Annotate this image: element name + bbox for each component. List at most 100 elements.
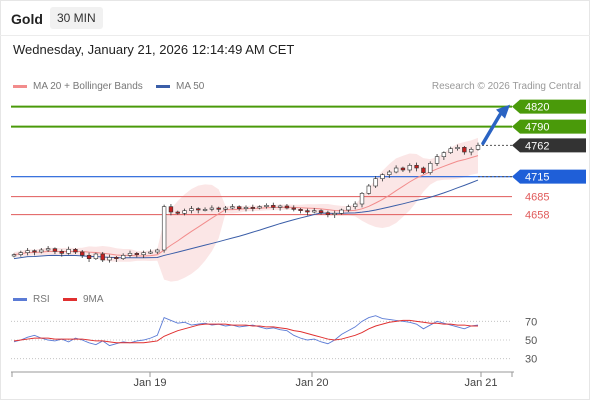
candle-body xyxy=(230,206,235,209)
candle-body xyxy=(359,193,365,205)
resistance-1-badge-label: 4820 xyxy=(525,102,549,114)
rsi-legend-label: RSI xyxy=(33,294,50,305)
candle-body xyxy=(93,253,99,259)
current-price-badge xyxy=(512,138,586,153)
candle-body xyxy=(80,251,85,256)
candle-body xyxy=(339,209,344,214)
candle-body xyxy=(455,147,460,149)
candle-body xyxy=(305,210,310,213)
candle-body xyxy=(39,249,44,253)
legend-ma20: MA 20 + Bollinger Bands xyxy=(13,81,143,92)
candle-body xyxy=(155,249,160,253)
candle-body xyxy=(114,257,119,259)
candle-body xyxy=(141,252,146,255)
candle-body xyxy=(209,207,215,210)
candle-body xyxy=(161,206,167,251)
support-1-label: 4685 xyxy=(525,192,549,204)
rsi-swatch xyxy=(13,298,27,301)
resistance-1-badge xyxy=(512,99,586,114)
candle-body xyxy=(312,210,317,213)
x-tick-label: Jan 21 xyxy=(464,377,497,389)
datetime-label: Wednesday, January 21, 2026 12:14:49 AM … xyxy=(13,42,295,57)
timeframe-badge[interactable]: 30 MIN xyxy=(50,7,103,29)
pivot-badge xyxy=(512,169,586,184)
candle-body xyxy=(11,254,17,257)
current-price-badge-label: 4762 xyxy=(525,140,549,152)
candle-body xyxy=(428,163,433,173)
candle-body xyxy=(346,206,351,211)
candle-body xyxy=(202,209,208,211)
candle-body xyxy=(393,167,399,173)
candle-body xyxy=(284,205,290,209)
rsi-tick-label: 50 xyxy=(525,335,537,347)
candle-body xyxy=(168,206,174,213)
candle-body xyxy=(366,185,371,194)
candle-body xyxy=(373,178,378,187)
candle-body xyxy=(332,213,337,215)
candle-body xyxy=(387,171,392,175)
ma50-swatch xyxy=(156,85,170,88)
rsi-ma-line xyxy=(13,319,478,344)
ma20-legend-label: MA 20 + Bollinger Bands xyxy=(33,81,143,92)
candle-body xyxy=(100,253,105,261)
candle-body xyxy=(45,248,51,251)
candle-body xyxy=(66,249,71,254)
candle-body xyxy=(223,207,228,210)
candle-body xyxy=(182,210,187,214)
candle-body xyxy=(277,205,283,208)
candle-body xyxy=(243,207,249,209)
candle-body xyxy=(59,251,64,254)
candle-body xyxy=(407,165,412,171)
rsi-tick-label: 70 xyxy=(525,316,537,328)
rsi-tick-label: 30 xyxy=(525,354,537,366)
candle-body xyxy=(468,149,474,153)
candle-body xyxy=(189,208,194,211)
resistance-2-badge xyxy=(512,119,586,134)
legend-9ma: 9MA xyxy=(63,294,104,305)
candle-body xyxy=(414,165,419,169)
candle-body xyxy=(25,250,30,253)
candle-body xyxy=(250,207,255,209)
candle-body xyxy=(127,253,133,256)
candle-body xyxy=(380,174,385,179)
candle-body xyxy=(216,207,221,210)
header-divider xyxy=(0,35,590,36)
credit-label: Research © 2026 Trading Central xyxy=(431,81,581,92)
candle-body xyxy=(196,208,201,211)
projection-arrow-shaft xyxy=(481,112,502,146)
candle-body xyxy=(86,255,92,259)
candle-body xyxy=(237,206,242,209)
candle-body xyxy=(421,167,426,173)
ma50-line xyxy=(13,179,479,260)
ma50-legend-label: MA 50 xyxy=(176,81,205,92)
ma9-swatch xyxy=(63,298,77,301)
support-2-label: 4658 xyxy=(525,210,549,222)
candle-body xyxy=(400,167,406,171)
candle-body xyxy=(18,252,24,255)
candle-body xyxy=(73,249,78,253)
candle-body xyxy=(462,147,467,153)
ma9-legend-label: 9MA xyxy=(83,294,104,305)
candle-body xyxy=(318,210,324,213)
candle-body xyxy=(325,212,331,215)
candle-body xyxy=(271,205,276,208)
candle-body xyxy=(121,255,126,259)
pivot-badge-label: 4715 xyxy=(525,172,549,184)
candle-body xyxy=(107,257,112,261)
instrument-title: Gold xyxy=(11,11,43,27)
legend-ma50: MA 50 xyxy=(156,81,204,92)
candle-body xyxy=(264,205,269,207)
candle-body xyxy=(448,148,453,153)
candle-body xyxy=(148,251,153,254)
legend-rsi: RSI xyxy=(13,294,50,305)
x-tick-label: Jan 19 xyxy=(133,377,166,389)
candle-body xyxy=(475,145,481,150)
candle-body xyxy=(52,248,58,252)
candle-body xyxy=(441,152,447,157)
candle-body xyxy=(134,253,139,255)
projection-arrow-head xyxy=(496,104,510,119)
candle-body xyxy=(291,207,296,210)
candle-body xyxy=(32,250,37,253)
candle-body xyxy=(298,209,303,211)
